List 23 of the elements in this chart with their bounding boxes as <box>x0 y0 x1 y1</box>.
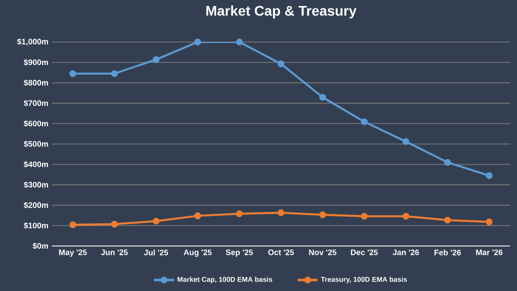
point <box>69 221 76 228</box>
point <box>319 94 326 101</box>
point <box>278 209 284 216</box>
point <box>278 60 284 68</box>
point <box>236 38 243 46</box>
point <box>444 216 451 224</box>
point <box>444 158 451 166</box>
chart-title: Market Cap & Treasury <box>206 6 357 18</box>
point <box>152 218 160 225</box>
point <box>111 220 118 228</box>
point <box>360 212 368 220</box>
point <box>319 211 326 218</box>
point <box>69 70 76 78</box>
point <box>152 56 160 63</box>
point <box>194 38 202 46</box>
point <box>486 218 493 226</box>
point <box>236 210 243 218</box>
point <box>111 70 118 78</box>
point <box>360 118 368 126</box>
point <box>402 212 410 220</box>
point <box>194 212 202 220</box>
point <box>402 138 410 145</box>
point <box>486 172 493 180</box>
